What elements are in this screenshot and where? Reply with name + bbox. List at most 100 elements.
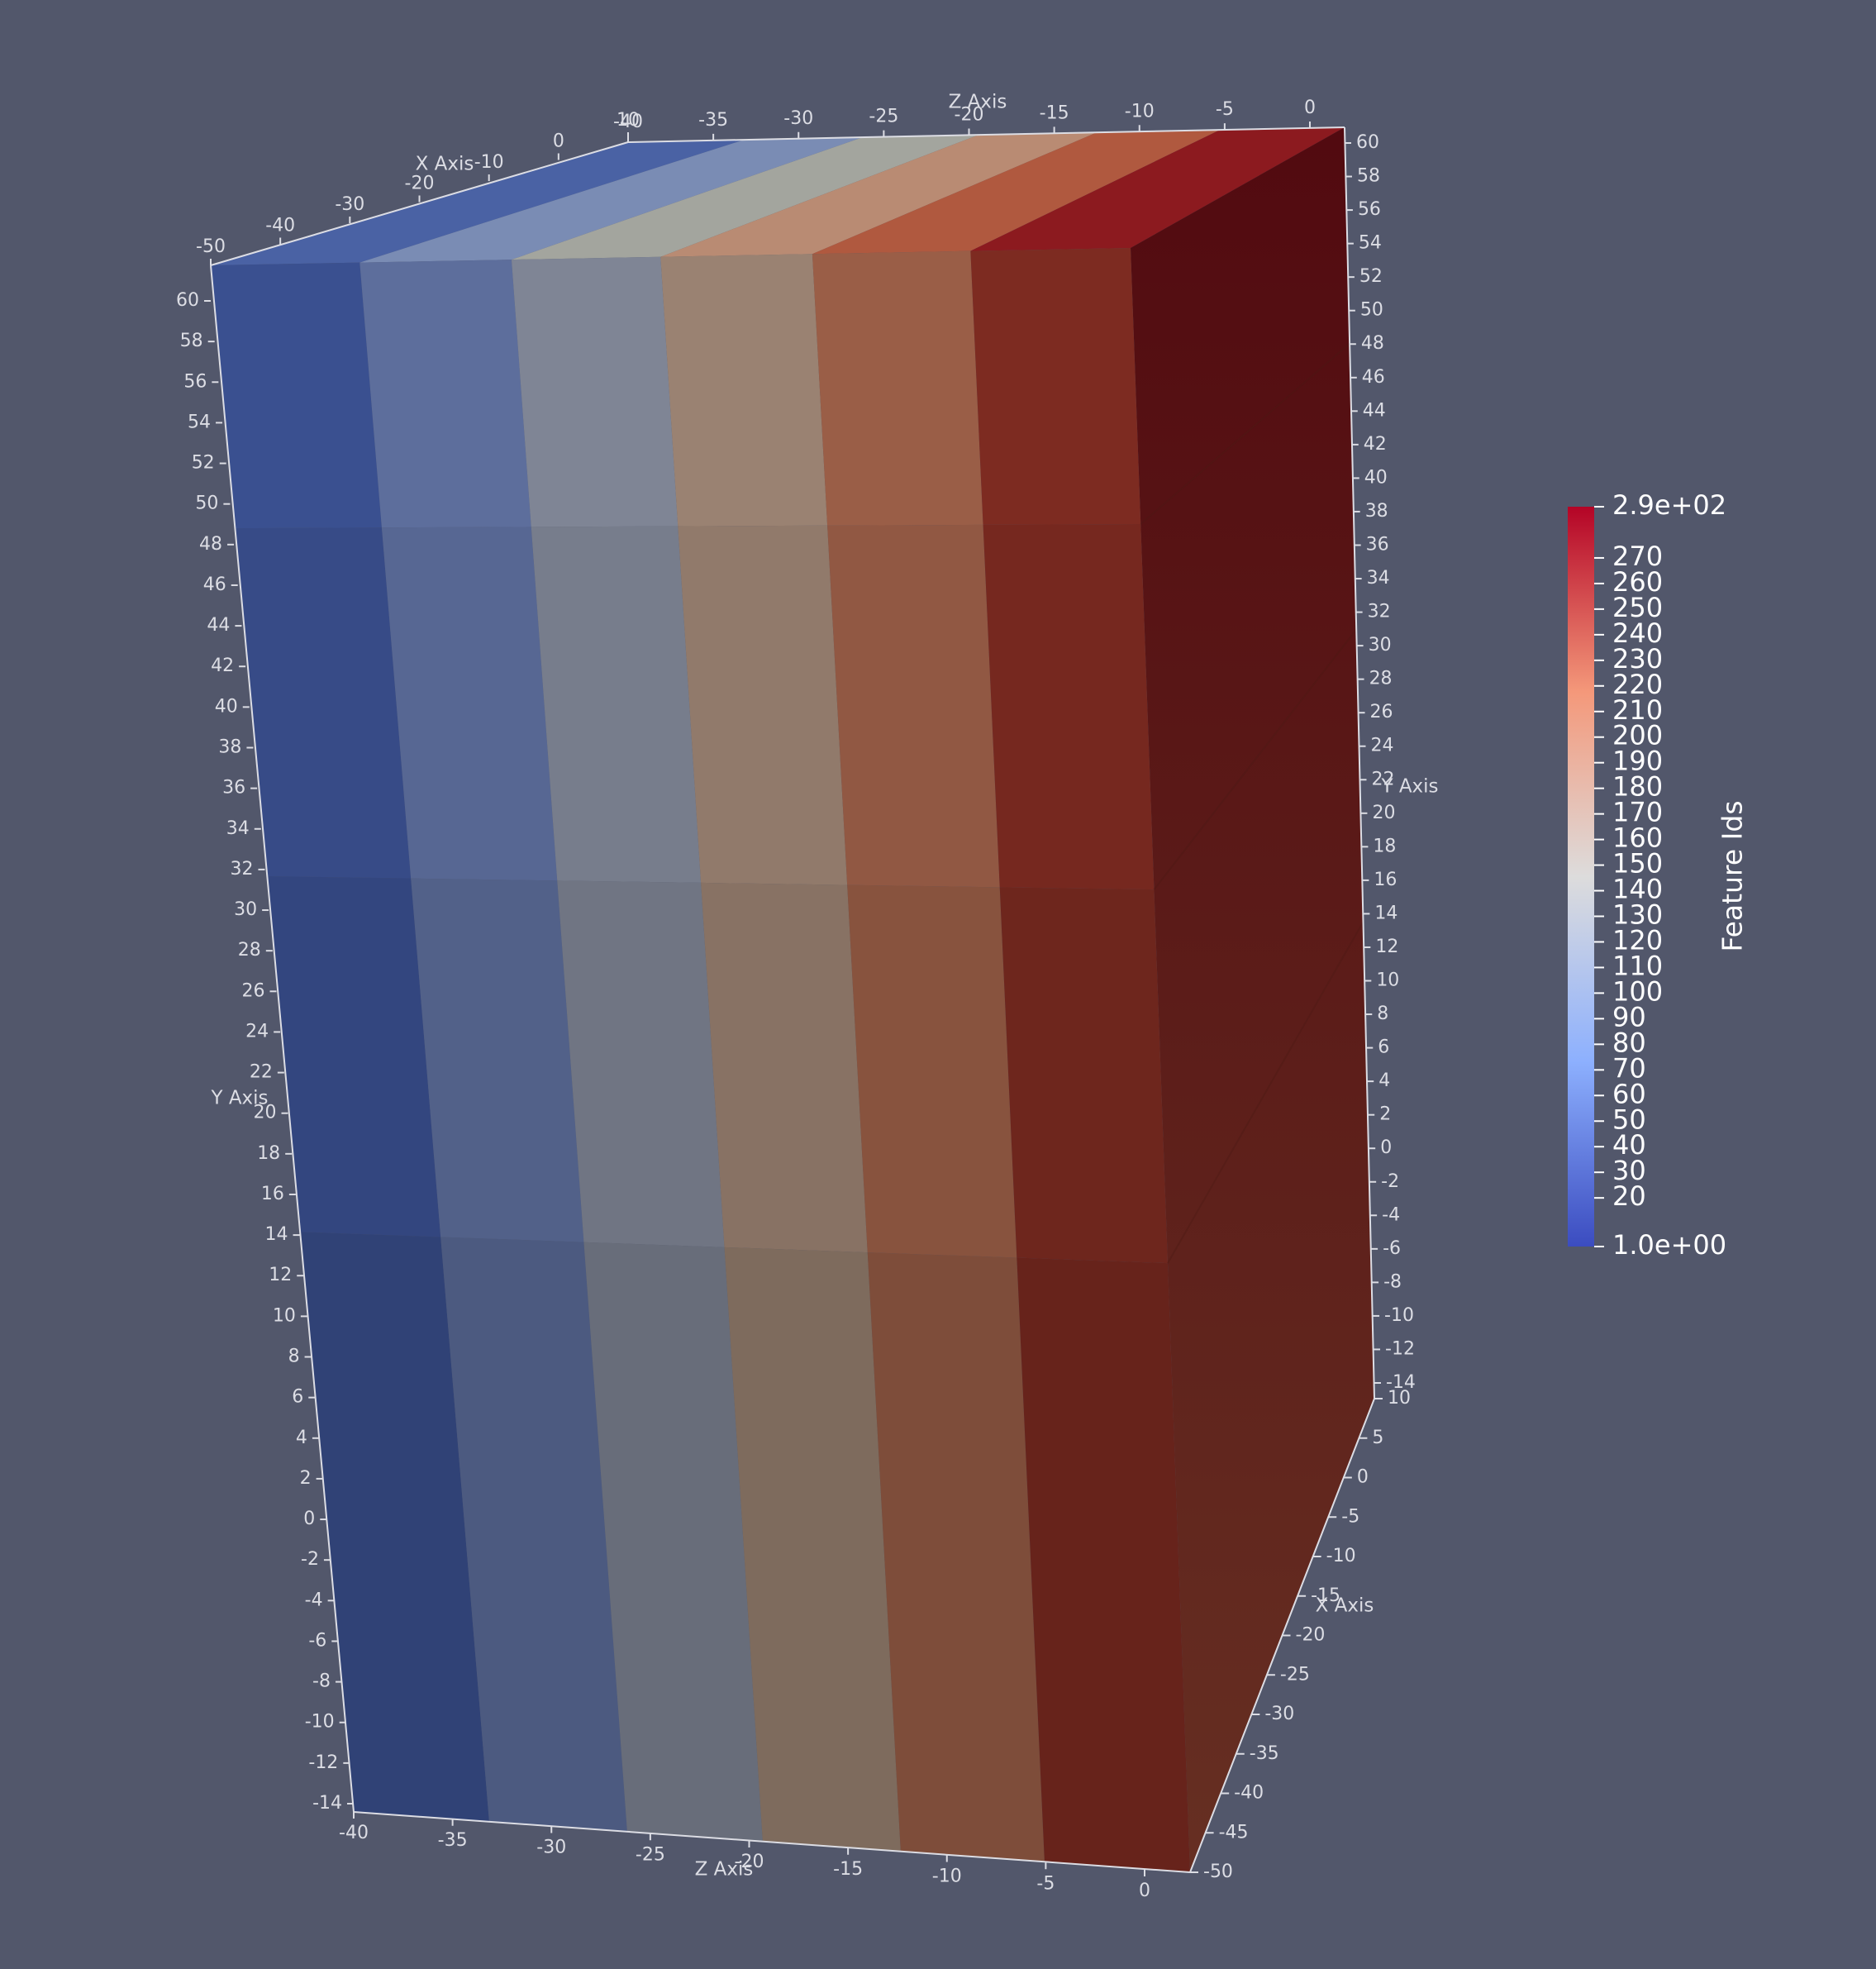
- x-axis-right-title: X Axis: [1316, 1595, 1374, 1617]
- y-right-label: 26: [1370, 702, 1393, 722]
- colorbar-min-label: 1.0e+00: [1612, 1229, 1726, 1261]
- x-right-label: 5: [1372, 1428, 1383, 1448]
- front-face-cell: [999, 887, 1168, 1264]
- front-face-cell: [970, 248, 1141, 525]
- front-face-cell: [867, 1252, 1045, 1862]
- y-left-label: 14: [265, 1224, 288, 1245]
- y-right-label: -4: [1382, 1204, 1400, 1225]
- y-right-label: 58: [1357, 166, 1380, 187]
- colorbar-tick-label: 20: [1612, 1180, 1646, 1212]
- z-bottom-label: -5: [1036, 1873, 1055, 1894]
- colorbar-tick-label: 120: [1612, 924, 1663, 956]
- y-right-label: 4: [1378, 1070, 1390, 1091]
- y-right-label: 54: [1359, 233, 1382, 254]
- y-left-label: -6: [308, 1630, 326, 1651]
- z-top-label: -5: [1216, 99, 1234, 120]
- y-right-label: 32: [1368, 602, 1391, 622]
- y-left-label: 42: [211, 656, 234, 676]
- top-face-band: [660, 132, 1098, 257]
- y-left-label: 58: [180, 331, 203, 351]
- top-face-band: [211, 140, 745, 265]
- front-face-cell: [381, 527, 558, 881]
- x-right-label: -5: [1341, 1506, 1359, 1527]
- front-face-cell: [724, 1247, 901, 1852]
- z-bottom-label: -35: [438, 1830, 468, 1851]
- y-left-label: 30: [234, 899, 257, 920]
- colorbar-tick-label: 170: [1612, 797, 1663, 828]
- y-right-label: 18: [1373, 836, 1396, 856]
- y-right-label: 0: [1380, 1137, 1392, 1158]
- y-right-label: 28: [1369, 669, 1393, 689]
- y-left-label: -14: [312, 1793, 342, 1814]
- z-top-label: -35: [698, 110, 728, 131]
- x-right-label: -35: [1250, 1743, 1279, 1764]
- z-top-label: -20: [955, 105, 984, 126]
- y-axis-right-title: Y Axis: [1380, 776, 1438, 798]
- y-axis-left-line: [210, 265, 355, 1813]
- x-top-label: -20: [405, 174, 435, 194]
- z-bottom-label: -10: [932, 1866, 962, 1887]
- y-left-label: -2: [301, 1549, 319, 1570]
- front-face-cell: [678, 525, 848, 885]
- y-right-label: 24: [1371, 736, 1394, 756]
- x-top-label: 10: [617, 110, 640, 131]
- colorbar-tick-label: 210: [1612, 694, 1663, 726]
- z-bottom-label: -40: [339, 1823, 369, 1843]
- colorbar-tick-label: 90: [1612, 1001, 1646, 1032]
- y-left-label: 36: [222, 778, 245, 799]
- colorbar-tick-label: 100: [1612, 975, 1663, 1007]
- x-axis-top-title: X Axis: [416, 154, 474, 175]
- top-face-band: [511, 135, 978, 260]
- colorbar-tick-label: 180: [1612, 771, 1663, 803]
- colorbar-tick-label: 80: [1612, 1027, 1646, 1058]
- x-right-label: -40: [1234, 1783, 1264, 1804]
- z-top-label: -40: [613, 112, 643, 132]
- colorbar: 2.9e+02 1.0e+00 27026025024023022021020019…: [1568, 489, 1749, 1261]
- x-axis-top-line: [210, 141, 629, 266]
- y-right-label: -10: [1384, 1305, 1414, 1326]
- colorbar-tick-label: 160: [1612, 822, 1663, 854]
- front-face-cell: [847, 884, 1017, 1258]
- colorbar-tick-label: 240: [1612, 617, 1663, 649]
- y-left-label: 16: [261, 1184, 284, 1204]
- colorbar-tick-label: 260: [1612, 566, 1663, 598]
- y-right-label: 46: [1362, 367, 1385, 388]
- y-right-label: 10: [1376, 970, 1399, 991]
- colorbar-tick-label: 40: [1612, 1129, 1646, 1161]
- z-axis-bottom-line: [353, 1811, 1191, 1873]
- z-bottom-label: -30: [536, 1838, 566, 1858]
- front-face-cell: [1017, 1257, 1190, 1872]
- y-left-label: -8: [312, 1671, 331, 1692]
- x-right-label: 0: [1357, 1467, 1369, 1488]
- y-right-label: 8: [1377, 1004, 1388, 1024]
- x-top-label: -40: [265, 216, 295, 236]
- z-bottom-label: -20: [735, 1852, 764, 1872]
- front-face-cell: [359, 260, 531, 528]
- y-left-label: 12: [269, 1265, 292, 1285]
- y-left-label: 10: [273, 1305, 296, 1326]
- y-left-label: 18: [257, 1143, 280, 1164]
- y-left-label: 34: [226, 818, 250, 839]
- colorbar-max-label: 2.9e+02: [1612, 489, 1726, 521]
- x-right-label: -30: [1264, 1704, 1294, 1724]
- front-face-cell: [440, 1237, 627, 1832]
- y-right-label: -6: [1383, 1238, 1401, 1259]
- front-face-cell: [235, 527, 412, 879]
- y-right-label: 36: [1366, 534, 1389, 555]
- colorbar-tick-label: 150: [1612, 848, 1663, 880]
- y-left-label: 38: [218, 737, 241, 757]
- y-left-label: 0: [303, 1509, 315, 1529]
- x-top-label: -30: [335, 194, 364, 215]
- y-axis-left-title: Y Axis: [210, 1088, 268, 1109]
- y-left-label: 46: [203, 574, 226, 595]
- x-right-label: -10: [1326, 1546, 1356, 1566]
- y-left-label: 28: [238, 940, 261, 961]
- colorbar-tick-label: 220: [1612, 669, 1663, 700]
- front-face-cell: [411, 878, 584, 1242]
- colorbar-tick-label: 230: [1612, 643, 1663, 675]
- front-face-cell: [211, 262, 382, 529]
- y-left-label: 24: [245, 1021, 269, 1042]
- y-right-label: 60: [1356, 132, 1379, 153]
